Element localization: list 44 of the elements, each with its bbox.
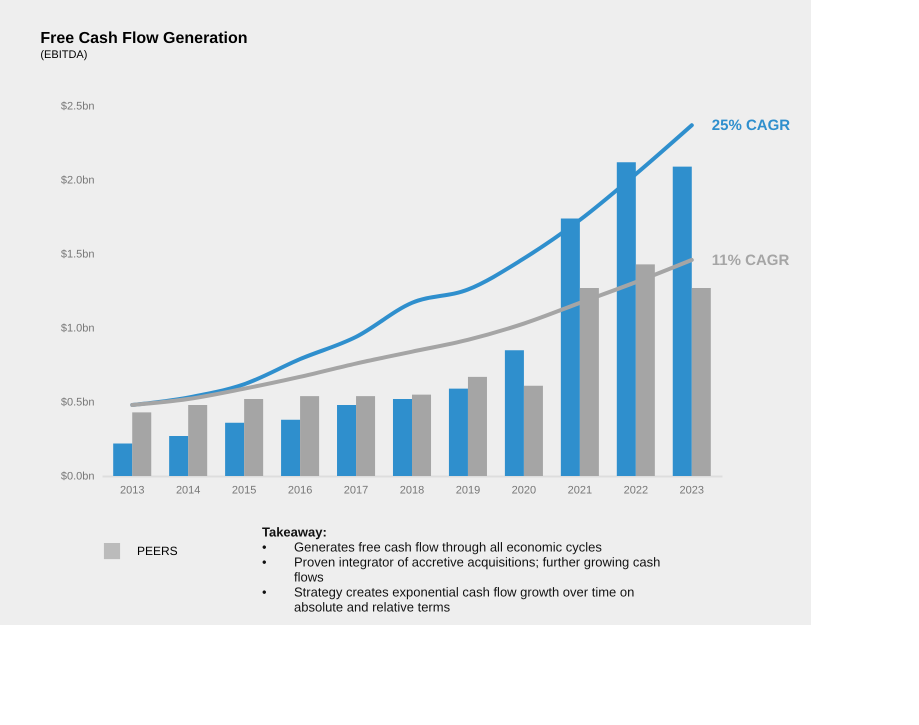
bar <box>468 376 487 476</box>
annotation: 25% CAGR <box>712 117 790 134</box>
x-tick-label: 2015 <box>232 484 256 496</box>
bar <box>672 166 692 476</box>
bar <box>448 388 468 476</box>
bar <box>132 412 152 476</box>
annotation: 11% CAGR <box>712 252 790 269</box>
text: • Proven integrator of accretive acquisitions; further growing cash flows <box>262 554 660 584</box>
chart-subtitle: (EBITDA) <box>40 49 88 61</box>
bar <box>113 443 132 476</box>
x-tick-label: 2021 <box>568 484 592 496</box>
bar <box>692 288 711 476</box>
y-tick-label: $2.5bn <box>60 100 94 112</box>
bar <box>300 396 320 476</box>
bar <box>281 420 300 476</box>
chart-title: Free Cash Flow Generation <box>40 30 248 47</box>
bar <box>392 399 412 476</box>
text: Takeaway: <box>262 524 327 540</box>
text: • Strategy creates exponential cash flow growth over time on absolute and relative terms <box>262 584 634 614</box>
x-tick-label: 2017 <box>344 484 368 496</box>
bar <box>188 404 208 476</box>
bar <box>244 399 264 476</box>
y-tick-label: $1.0bn <box>60 322 94 334</box>
x-tick-label: 2018 <box>400 484 424 496</box>
x-tick-label: 2023 <box>680 484 704 496</box>
x-tick-label: 2020 <box>512 484 536 496</box>
bar <box>524 386 543 476</box>
x-tick-label: 2014 <box>176 484 200 496</box>
text: • Generates free cash flow through all economic cycles <box>262 540 602 554</box>
bar <box>337 404 356 476</box>
x-tick-label: 2022 <box>624 484 648 496</box>
x-tick-label: 2019 <box>456 484 480 496</box>
y-tick-label: $0.0bn <box>60 470 94 482</box>
x-tick-label: 2016 <box>288 484 312 496</box>
bar <box>225 422 244 476</box>
legend-label: PEERS <box>137 544 178 558</box>
x-tick-label: 2013 <box>120 484 144 496</box>
y-tick-label: $2.0bn <box>60 174 94 186</box>
bar <box>504 350 524 476</box>
bar <box>412 394 432 476</box>
bar <box>169 436 188 476</box>
bar <box>356 396 376 476</box>
y-tick-label: $1.5bn <box>60 248 94 260</box>
y-tick-label: $0.5bn <box>60 396 94 408</box>
